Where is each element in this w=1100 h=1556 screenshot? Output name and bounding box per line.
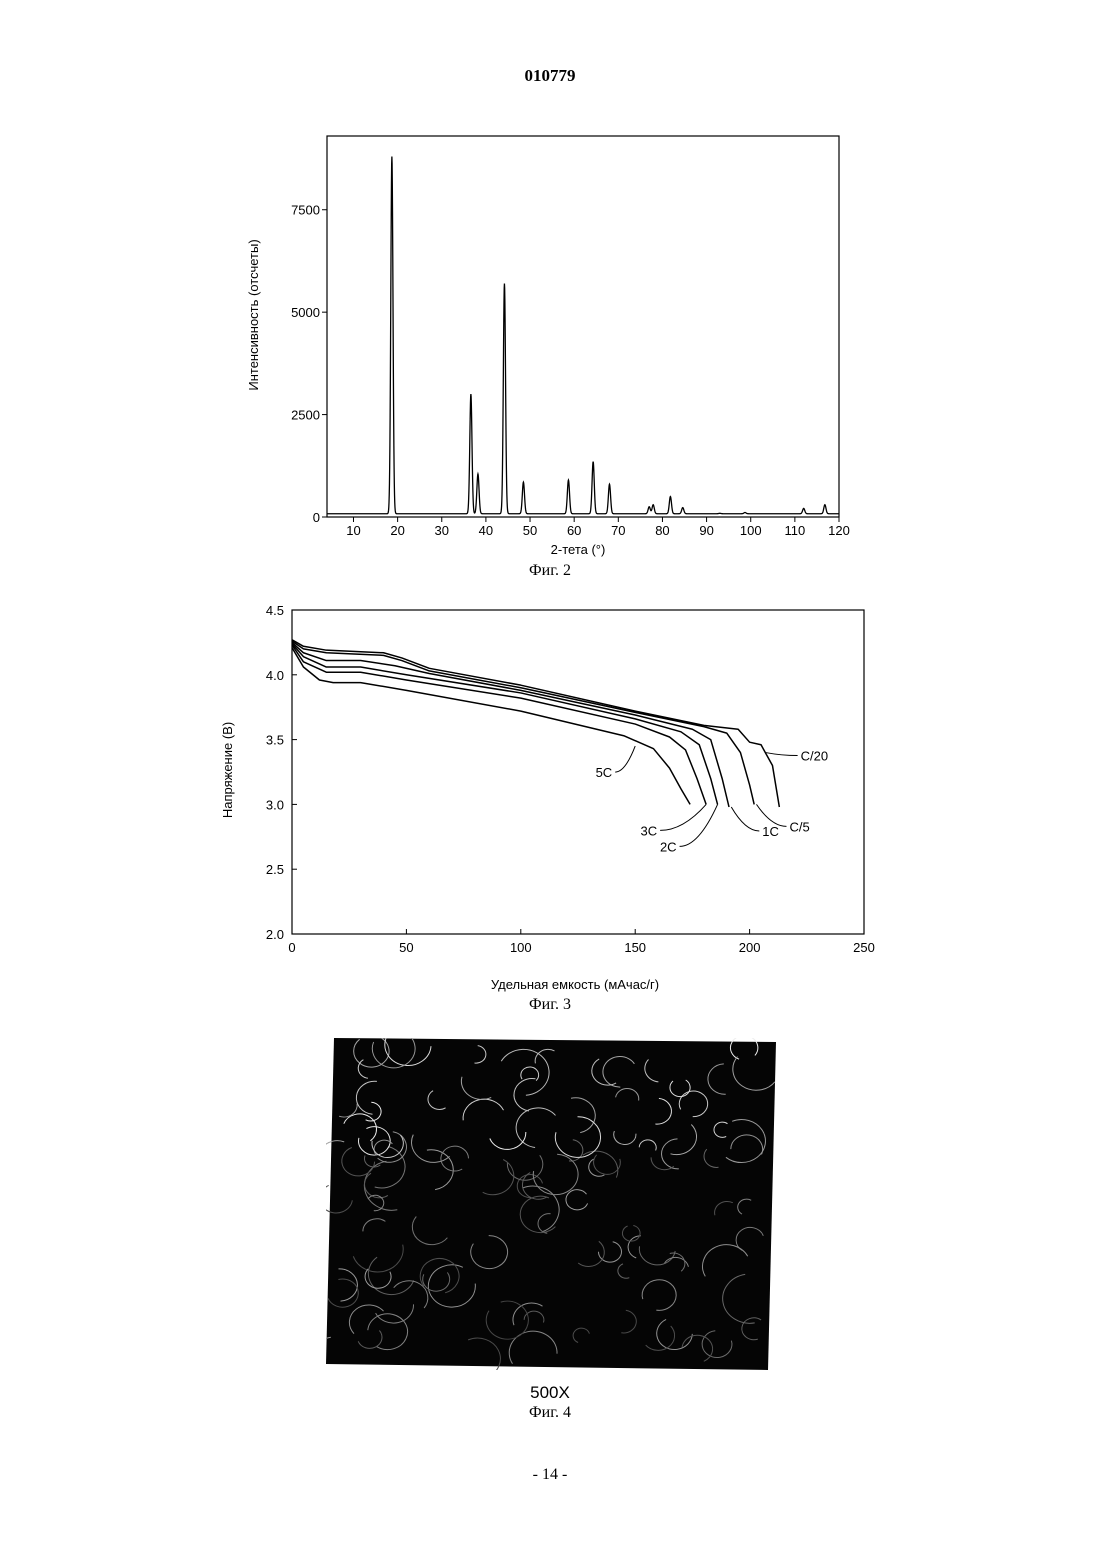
- series-leader-line: [660, 804, 706, 830]
- series-leader-line: [766, 753, 798, 756]
- discharge-y-tick-label: 3.0: [266, 797, 284, 812]
- xrd-intensity-line: [327, 156, 839, 513]
- xrd-x-tick-label: 40: [479, 523, 493, 538]
- xrd-plot-frame: [327, 136, 839, 517]
- xrd-x-tick-label: 60: [567, 523, 581, 538]
- xrd-y-tick-label: 2500: [291, 408, 320, 423]
- xrd-x-tick-label: 50: [523, 523, 537, 538]
- discharge-y-tick-label: 4.0: [266, 668, 284, 683]
- discharge-y-tick-label: 2.5: [266, 862, 284, 877]
- discharge-x-tick-label: 100: [510, 940, 532, 955]
- discharge-chart: 0 50 100 150 200 250 2.0 2.5 3.0 3.5 4.0 4.5 C/20 C/…: [0, 600, 1100, 1000]
- xrd-chart: 10 20 30 40 50 60 70 80 90 100 110 120 0 2500 5000 7500…: [0, 120, 1100, 560]
- xrd-x-tick-label: 100: [740, 523, 762, 538]
- figure-3-caption: Фиг. 3: [0, 996, 1100, 1014]
- document-number: 010779: [0, 66, 1100, 86]
- discharge-x-tick-label: 250: [853, 940, 875, 955]
- magnification-label: 500X: [0, 1383, 1100, 1403]
- series-leader-line: [680, 804, 718, 846]
- series-label: 1C: [762, 824, 779, 839]
- discharge-x-axis-label: Удельная емкость (мАчас/г): [491, 977, 659, 992]
- discharge-curve-3c: [292, 645, 706, 804]
- figure-2-caption: Фиг. 2: [0, 562, 1100, 580]
- discharge-x-tick-label: 0: [288, 940, 295, 955]
- xrd-y-tick-label: 7500: [291, 203, 320, 218]
- sem-micrograph: [326, 1038, 776, 1370]
- xrd-x-axis-label: 2-тета (°): [551, 542, 606, 557]
- page-number: - 14 -: [0, 1466, 1100, 1484]
- series-leader-line: [615, 746, 635, 772]
- xrd-x-tick-label: 70: [611, 523, 625, 538]
- xrd-x-tick-label: 10: [346, 523, 360, 538]
- figure-4-caption: Фиг. 4: [0, 1404, 1100, 1422]
- xrd-y-tick-label: 5000: [291, 305, 320, 320]
- xrd-x-tick-label: 110: [784, 523, 805, 538]
- discharge-plot-frame: [292, 610, 864, 934]
- discharge-curve-c-5: [292, 641, 754, 804]
- xrd-x-tick-label: 90: [699, 523, 713, 538]
- series-label: 3C: [641, 823, 658, 838]
- xrd-x-tick-label: 120: [828, 523, 850, 538]
- discharge-curve-2c: [292, 644, 718, 805]
- discharge-y-axis-label: Напряжение (В): [220, 722, 235, 818]
- discharge-curve-c-20: [292, 640, 779, 807]
- xrd-x-tick-label: 30: [435, 523, 449, 538]
- series-label: 2C: [660, 839, 677, 854]
- xrd-x-tick-label: 80: [655, 523, 669, 538]
- xrd-x-tick-label: 20: [390, 523, 404, 538]
- series-label: 5C: [596, 765, 613, 780]
- discharge-x-tick-label: 150: [624, 940, 646, 955]
- discharge-curve-5c: [292, 648, 690, 805]
- discharge-x-tick-label: 200: [739, 940, 761, 955]
- series-label: C/20: [801, 749, 828, 764]
- xrd-y-axis-label: Интенсивность (отсчеты): [246, 239, 261, 390]
- series-leader-line: [731, 807, 759, 831]
- discharge-y-tick-label: 3.5: [266, 733, 284, 748]
- discharge-y-tick-label: 4.5: [266, 603, 284, 618]
- xrd-y-tick-label: 0: [313, 510, 320, 525]
- series-label: C/5: [789, 819, 809, 834]
- discharge-y-tick-label: 2.0: [266, 927, 284, 942]
- discharge-x-tick-label: 50: [399, 940, 413, 955]
